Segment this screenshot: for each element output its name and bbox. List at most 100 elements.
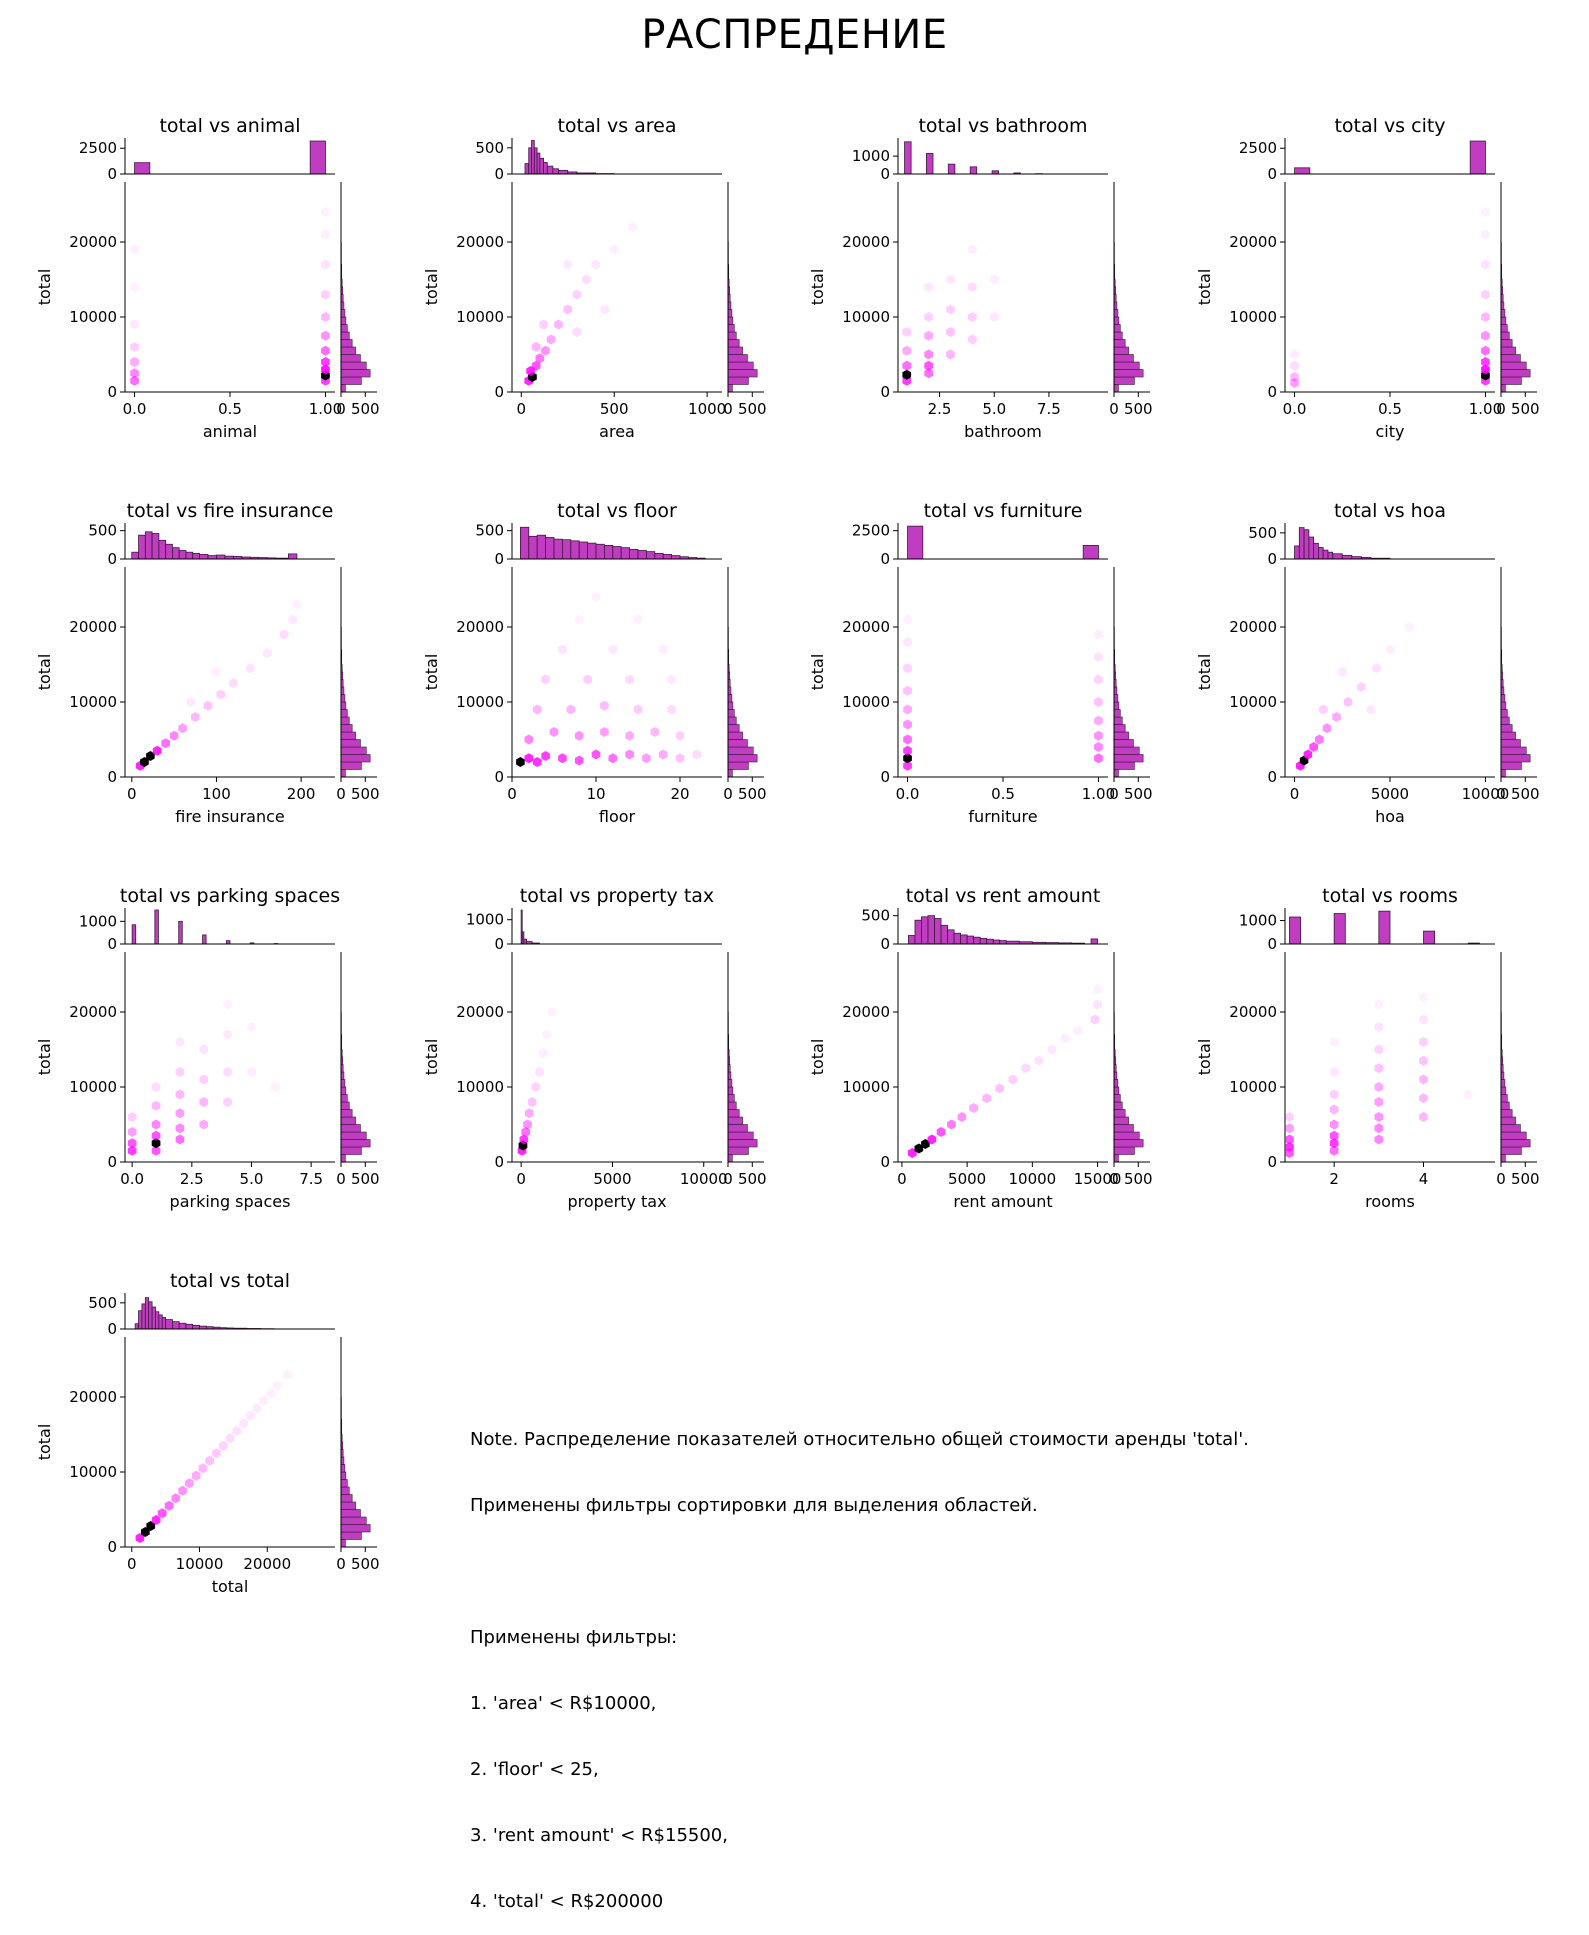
right-hist-bar [728, 325, 734, 333]
top-hist-bar [203, 935, 207, 944]
right-hist-bar [341, 762, 361, 770]
hexbin-cell [541, 346, 550, 356]
right-hist-bar [1501, 340, 1512, 348]
hexbin-cell [152, 1120, 161, 1130]
right-hist-tick-label: 500 [351, 1170, 380, 1188]
top-hist-bar [655, 553, 663, 559]
right-hist-bar [1114, 317, 1119, 325]
top-hist-tick-label: 500 [475, 139, 504, 157]
top-hist-bar [193, 553, 200, 559]
hexbin-cell [575, 615, 584, 625]
top-hist-bar [525, 164, 529, 174]
y-axis-label: total [808, 1039, 827, 1076]
hexbin-cell [651, 727, 660, 737]
right-hist-bar [1501, 770, 1505, 778]
top-hist-tick-label: 0 [1267, 935, 1277, 953]
hexbin-cell [130, 245, 139, 255]
hexbin-cell [903, 686, 912, 696]
right-hist-tick-label: 0 [336, 785, 346, 803]
y-axis-label: total [422, 1039, 441, 1076]
right-hist-bar [1114, 717, 1122, 725]
top-hist-bar [553, 169, 559, 174]
y-tick-label: 20000 [456, 1003, 504, 1021]
hexbin-cell [558, 645, 567, 655]
right-hist-bar [1501, 1102, 1509, 1110]
x-tick-label: 1000 [688, 400, 726, 418]
x-tick-label: 0 [897, 1170, 907, 1188]
hexbin-cell [1094, 652, 1103, 662]
y-axis-label: total [1195, 654, 1214, 691]
hexbin-cell [176, 1108, 185, 1118]
hexbin-cell [634, 705, 643, 715]
y-tick-label: 20000 [842, 233, 890, 251]
x-tick-label: 5.0 [240, 1170, 264, 1188]
right-hist-bar [1114, 1095, 1120, 1103]
right-hist-bar [1114, 347, 1129, 355]
hexbin-cell [216, 690, 225, 700]
right-hist-bar [341, 1155, 345, 1163]
right-hist-bar [341, 695, 345, 703]
hexbin-cell [567, 705, 576, 715]
top-hist-bar [1289, 917, 1300, 944]
y-tick-label: 20000 [842, 1003, 890, 1021]
hexbin-cell [903, 663, 912, 673]
right-hist-bar [728, 362, 753, 370]
hexbin-cell [550, 727, 559, 737]
y-tick-label: 20000 [1229, 233, 1277, 251]
hexbin-cell [903, 720, 912, 730]
note-line: Note. Распределение показателей относите… [470, 1429, 1470, 1451]
hexbin-cell [199, 1045, 208, 1055]
right-hist-tick-label: 500 [1124, 1170, 1153, 1188]
hexbin-cell [1094, 697, 1103, 707]
hexbin-cell [130, 282, 139, 292]
hexbin-cell [253, 1403, 262, 1413]
right-hist-bar [728, 1110, 739, 1118]
hexbin-cell [1481, 207, 1490, 217]
x-tick-label: 0.5 [1378, 400, 1402, 418]
top-hist-bar [638, 551, 646, 560]
hexbin-cell [902, 327, 911, 337]
right-hist-tick-label: 500 [351, 1555, 380, 1573]
right-hist-bar [1114, 325, 1120, 333]
right-hist-tick-label: 0 [1496, 1170, 1506, 1188]
right-hist-bar [341, 1517, 366, 1525]
hexbin-cell [288, 615, 297, 625]
top-hist-bar [1323, 550, 1328, 559]
right-hist-tick-label: 0 [1496, 400, 1506, 418]
hexbin-cell [130, 342, 139, 352]
hexbin-cell [968, 245, 977, 255]
hexbin-cell [982, 1093, 991, 1103]
top-hist-bar [1295, 168, 1310, 174]
hexbin-cell [280, 630, 289, 640]
hexbin-cell [1094, 675, 1103, 685]
plot-title: total vs parking spaces [120, 885, 340, 907]
hexbin-cell [592, 592, 601, 602]
hexbin-cell [187, 697, 196, 707]
hexbin-cell [924, 331, 933, 341]
right-hist-bar [1501, 1125, 1520, 1133]
x-tick-label: 2.5 [928, 400, 952, 418]
x-tick-label: 0.0 [896, 785, 920, 803]
hexbin-cell [563, 260, 572, 270]
top-hist-bar [1309, 537, 1314, 559]
hexbin-cell [1332, 712, 1341, 722]
y-tick-label: 10000 [1229, 308, 1277, 326]
right-hist-bar [1501, 1087, 1506, 1095]
right-hist-bar [1501, 310, 1505, 318]
x-tick-label: 7.5 [1037, 400, 1061, 418]
top-hist-bar [186, 1324, 193, 1329]
right-hist-bar [728, 695, 732, 703]
hexbin-cell [1375, 1000, 1384, 1010]
hexbin-cell [554, 320, 563, 330]
right-hist-bar [1114, 1132, 1139, 1140]
top-hist-bar [1295, 546, 1300, 559]
right-hist-bar [1114, 332, 1122, 340]
right-hist-tick-label: 500 [1511, 400, 1540, 418]
hexbin-cell [937, 1127, 946, 1137]
hexbin-cell [130, 320, 139, 330]
x-tick-label: 2.5 [180, 1170, 204, 1188]
right-hist-bar [1114, 1140, 1143, 1148]
y-tick-label: 20000 [69, 618, 117, 636]
right-hist-tick-label: 500 [1511, 1170, 1540, 1188]
right-hist-bar [341, 717, 349, 725]
